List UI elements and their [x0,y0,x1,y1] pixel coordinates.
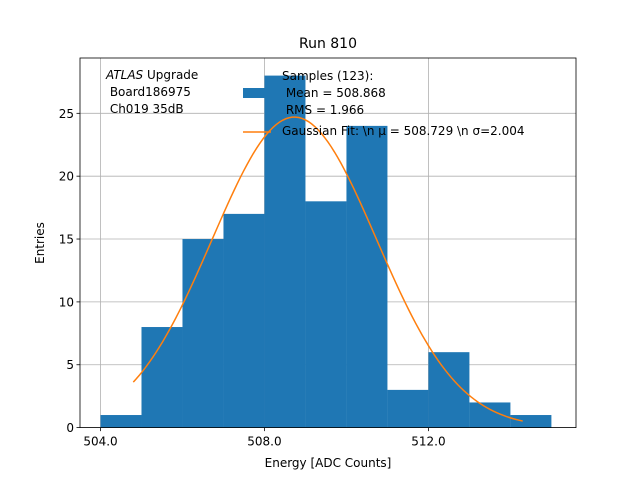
plot-frame [79,57,577,429]
x-tick-label: 508.0 [247,435,281,449]
y-tick-label: 15 [59,233,74,247]
svg-text:ATLAS Upgrade: ATLAS Upgrade [105,68,198,82]
histogram-bar [346,125,388,428]
legend: Samples (123): Mean = 508.868 RMS = 1.96… [243,69,525,138]
y-tick-label: 5 [66,358,74,372]
histogram-bar [100,415,142,428]
atlas-annotation: ATLAS Upgrade Board186975 Ch019 35dB [105,68,198,116]
annotation-channel: Ch019 35dB [106,102,184,116]
y-axis-label: Entries [33,222,47,264]
y-tick-label: 0 [66,421,74,435]
annotation-suffix: Upgrade [143,68,198,82]
histogram-bar [305,201,347,428]
histogram-bar [223,213,265,428]
y-tick-label: 20 [59,170,74,184]
x-axis-ticks: 504.0 508.0 512.0 [83,427,446,449]
y-tick-label: 25 [59,107,74,121]
histogram-bars [100,75,552,428]
histogram-bar [264,75,306,428]
y-axis-ticks: 0 5 10 15 20 25 [59,107,80,435]
y-tick-label: 10 [59,295,74,309]
annotation-board: Board186975 [106,85,191,99]
annotation-experiment: ATLAS [105,68,144,82]
histogram-bar [510,415,552,428]
gaussian-fit-curve [132,116,523,422]
legend-label-fit: Gaussian Fit: \n μ = 508.729 \n σ=2.004 [282,124,525,138]
histogram-bar [182,239,224,428]
x-axis-label: Energy [ADC Counts] [265,456,392,470]
fit-curve-group [132,116,523,422]
histogram-bar [387,389,429,428]
chart-title: Run 810 [299,36,357,52]
legend-label-samples: Samples (123): Mean = 508.868 RMS = 1.96… [282,69,386,117]
legend-swatch-samples [243,88,271,98]
x-tick-label: 512.0 [411,435,445,449]
x-tick-label: 504.0 [83,435,117,449]
